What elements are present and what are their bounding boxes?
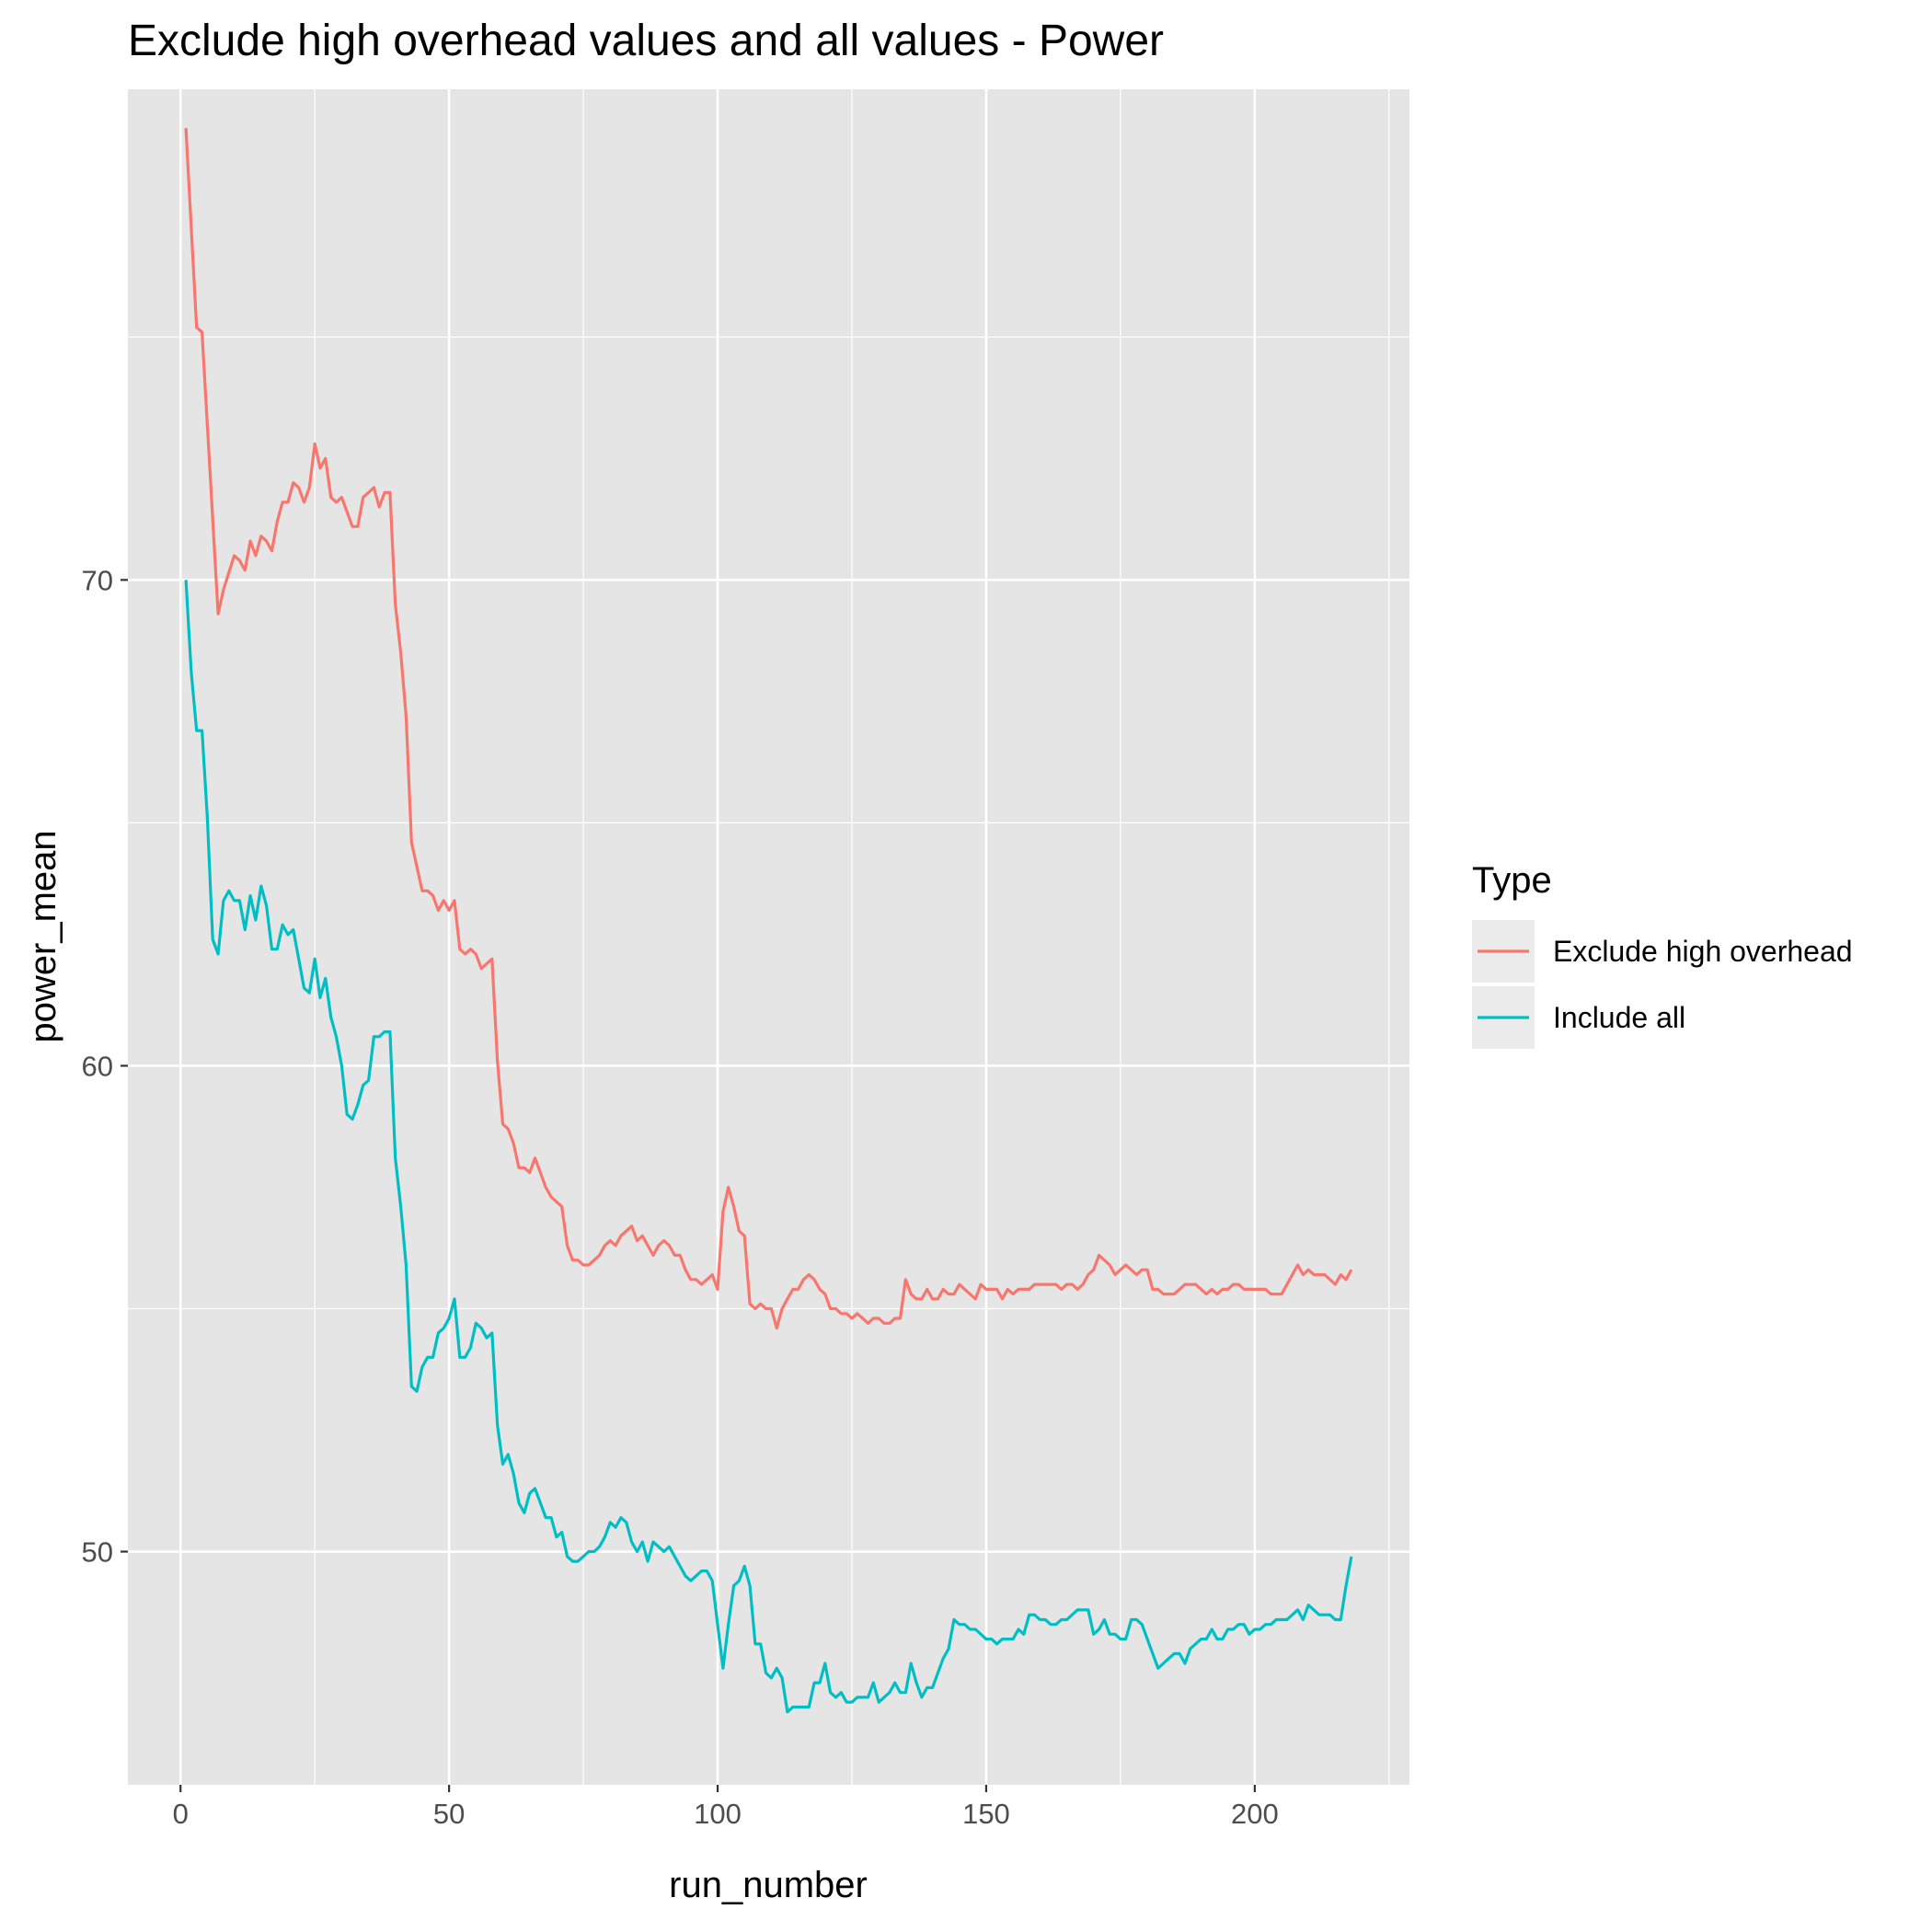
plot-panel bbox=[128, 89, 1409, 1785]
legend-entries: Exclude high overhead Include all bbox=[1472, 920, 1853, 1049]
y-tick-label: 50 bbox=[82, 1536, 113, 1569]
x-tick-label: 50 bbox=[433, 1798, 465, 1830]
x-tick-label: 150 bbox=[962, 1798, 1010, 1830]
y-tick-label: 60 bbox=[82, 1050, 113, 1082]
major-gridlines bbox=[128, 89, 1409, 1785]
x-tick-label: 100 bbox=[694, 1798, 742, 1830]
legend: Type Exclude high overhead Include all bbox=[1472, 860, 1853, 1049]
y-tick-label: 70 bbox=[82, 564, 113, 596]
series-lines bbox=[184, 128, 1353, 1714]
x-tick-label: 200 bbox=[1231, 1798, 1279, 1830]
y-axis-title: power_mean bbox=[23, 830, 63, 1042]
legend-label: Exclude high overhead bbox=[1553, 935, 1853, 968]
chart-title: Exclude high overhead values and all val… bbox=[128, 17, 1164, 65]
legend-title: Type bbox=[1472, 860, 1552, 901]
x-tick-label: 0 bbox=[173, 1798, 189, 1830]
series-line-2 bbox=[184, 580, 1353, 1714]
series-line-1 bbox=[184, 128, 1353, 1330]
x-axis-title: run_number bbox=[669, 1865, 868, 1905]
axis-ticks bbox=[121, 579, 1256, 1792]
legend-label: Include all bbox=[1553, 1001, 1685, 1034]
x-axis-tick-labels: 0 50 100 150 200 bbox=[173, 1798, 1279, 1830]
y-axis-tick-labels: 50 60 70 bbox=[82, 564, 113, 1568]
